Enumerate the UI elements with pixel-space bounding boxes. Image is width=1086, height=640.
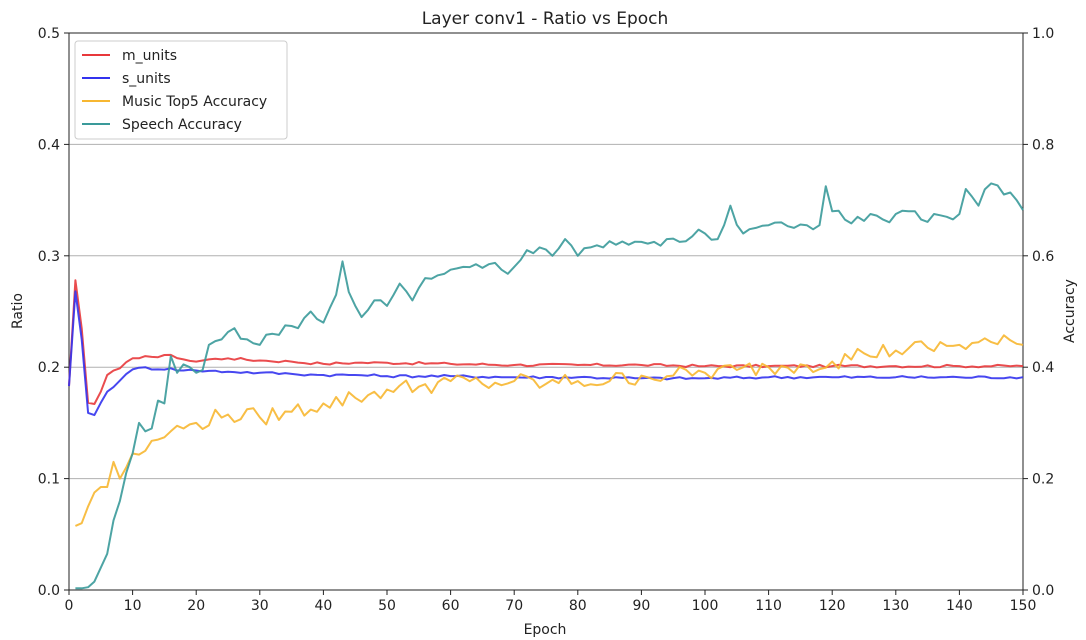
y-tick-label: 0.0	[38, 583, 60, 599]
x-axis: 0 10 20 30 40 50 60 70 80 90 100 110 120 130 140 150	[65, 590, 1037, 614]
series-line-0	[68, 279, 1024, 405]
y-tick-label: 0.2	[38, 360, 60, 376]
y2-tick-label: 0.8	[1032, 137, 1054, 153]
x-tick-label: 120	[819, 598, 846, 614]
x-tick-label: 10	[124, 598, 142, 614]
y2-tick-label: 0.4	[1032, 360, 1054, 376]
legend-box	[74, 40, 288, 140]
x-tick-label: 100	[692, 598, 719, 614]
legend-label: s_units	[122, 71, 171, 87]
x-tick-label: 140	[946, 598, 973, 614]
y-axis-right: 0.0 0.2 0.4 0.6 0.8 1.0	[1023, 26, 1054, 599]
x-tick-label: 70	[505, 598, 523, 614]
x-tick-label: 90	[632, 598, 650, 614]
y-axis-title: Ratio	[10, 293, 26, 329]
x-tick-label: 40	[314, 598, 332, 614]
x-tick-label: 0	[65, 598, 74, 614]
legend: m_units s_units Music Top5 Accuracy Speech …	[74, 40, 288, 140]
series-line-1	[68, 290, 1024, 417]
series-lines	[68, 182, 1024, 590]
y2-tick-label: 1.0	[1032, 26, 1054, 42]
x-tick-label: 130	[882, 598, 909, 614]
grid	[69, 143, 1023, 480]
x-tick-label: 20	[187, 598, 205, 614]
y-tick-label: 0.3	[38, 249, 60, 265]
y2-tick-label: 0.2	[1032, 472, 1054, 488]
series-line-2	[75, 334, 1024, 527]
y-tick-label: 0.1	[38, 472, 60, 488]
plot-area	[68, 32, 1024, 591]
y2-tick-label: 0.6	[1032, 249, 1054, 265]
x-tick-label: 60	[442, 598, 460, 614]
x-tick-label: 150	[1010, 598, 1037, 614]
y2-tick-label: 0.0	[1032, 583, 1054, 599]
y-axis-left: 0.0 0.1 0.2 0.3 0.4 0.5	[38, 26, 69, 599]
y-tick-label: 0.5	[38, 26, 60, 42]
legend-label: Speech Accuracy	[122, 117, 242, 133]
x-tick-label: 110	[755, 598, 782, 614]
legend-label: m_units	[122, 48, 177, 64]
x-axis-title: Epoch	[524, 622, 567, 638]
y-tick-label: 0.4	[38, 137, 60, 153]
x-tick-label: 50	[378, 598, 396, 614]
legend-label: Music Top5 Accuracy	[122, 94, 267, 110]
y2-axis-title: Accuracy	[1062, 279, 1078, 343]
chart-title: Layer conv1 - Ratio vs Epoch	[422, 9, 669, 29]
x-tick-label: 30	[251, 598, 269, 614]
x-tick-label: 80	[569, 598, 587, 614]
series-line-3	[75, 182, 1024, 590]
